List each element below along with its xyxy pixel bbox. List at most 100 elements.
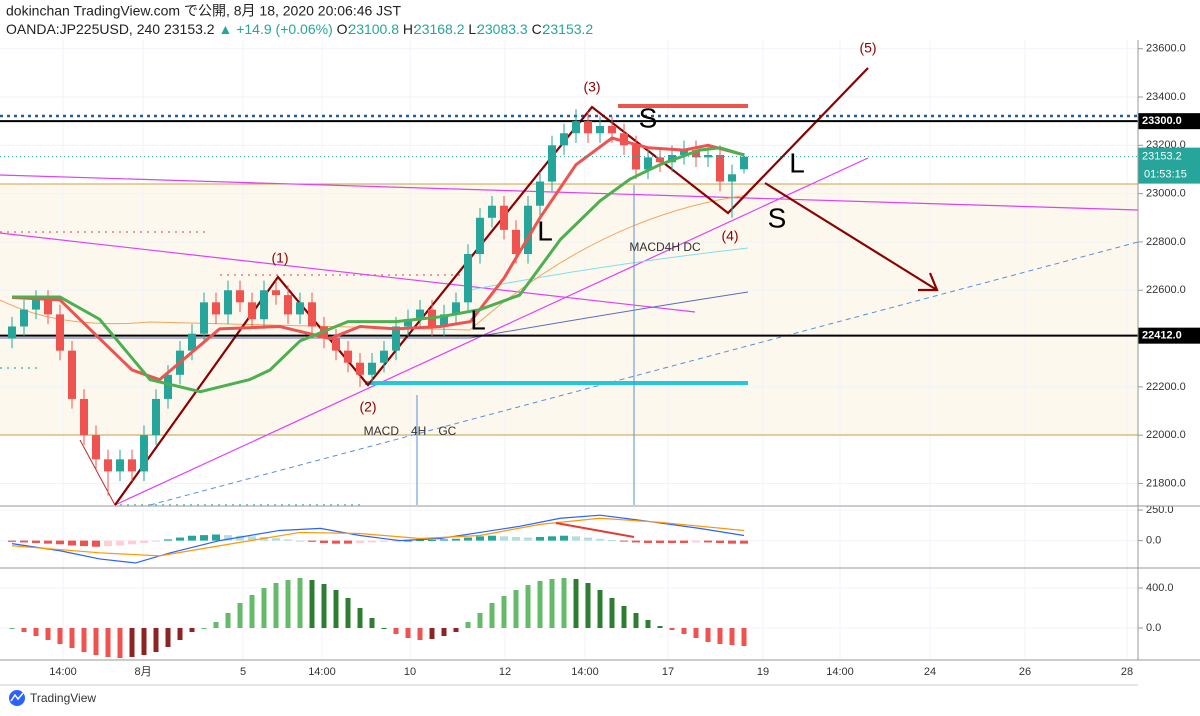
- x-tick-label: 26: [1019, 666, 1031, 678]
- oscillator-bar: [177, 628, 183, 640]
- oscillator-bar: [105, 628, 111, 657]
- h-value: 23168.2: [414, 21, 465, 37]
- x-tick-label: 19: [757, 666, 769, 678]
- macd-bar: [476, 536, 484, 541]
- last-price-bg: [1138, 147, 1200, 184]
- oscillator-bar: [465, 622, 471, 628]
- macd-bar: [8, 540, 16, 542]
- oscillator-bar: [297, 578, 303, 628]
- oscillator-bar: [189, 628, 195, 632]
- oscillator-bar: [165, 628, 171, 647]
- oscillator-bar: [453, 628, 459, 632]
- candle-body: [284, 295, 292, 315]
- candle-body: [608, 125, 616, 134]
- oscillator-bar: [345, 598, 351, 628]
- header-title: dokinchan TradingView.com で公開, 8月 18, 20…: [6, 3, 402, 19]
- candle-body: [452, 302, 460, 315]
- oscillator-bar: [609, 598, 615, 628]
- macd-bar: [128, 540, 136, 545]
- y-tick-label: 21800.0: [1146, 477, 1186, 489]
- x-tick-label: 8月: [134, 666, 151, 678]
- candle-body: [128, 459, 136, 472]
- change: +14.9 (+0.06%): [236, 21, 333, 37]
- oscillator-bar: [705, 628, 711, 642]
- ma-line: [0, 194, 749, 331]
- candle-body: [104, 459, 112, 472]
- macd-bar: [140, 540, 148, 544]
- oscillator-bar: [129, 628, 135, 657]
- candle-body: [668, 154, 676, 163]
- price-label: 23300.0: [1142, 115, 1182, 127]
- candle-body: [260, 290, 268, 320]
- oscillator-bar: [549, 579, 555, 628]
- candle-body: [296, 302, 304, 315]
- oscillator-bar: [393, 628, 399, 634]
- macd-bar: [512, 536, 520, 541]
- oscillator-bar: [249, 595, 255, 628]
- y-tick-label: 22200.0: [1146, 381, 1186, 393]
- oscillator-bar: [21, 628, 27, 632]
- macd-bar: [200, 535, 208, 541]
- macd-line: [11, 517, 745, 557]
- y-tick-label: 22600.0: [1146, 284, 1186, 296]
- y-tick-label: 22000.0: [1146, 429, 1186, 441]
- candle-body: [380, 350, 388, 363]
- candle-body: [272, 290, 280, 296]
- arrow: ▲: [218, 21, 232, 37]
- x-tick-label: 14:00: [826, 666, 854, 678]
- oscillator-bar: [273, 583, 279, 628]
- c-value: 23153.2: [543, 21, 594, 37]
- macd-bar: [296, 540, 304, 542]
- y-tick-label: 0.0: [1146, 535, 1161, 547]
- macd-bar: [80, 540, 88, 547]
- oscillator-bar: [501, 596, 507, 628]
- h-label: H:: [403, 21, 417, 37]
- candle-body: [164, 374, 172, 399]
- candle-body: [512, 229, 520, 255]
- l-label: L:: [468, 21, 480, 37]
- oscillator-bar: [729, 628, 735, 645]
- candle-body: [584, 121, 592, 134]
- macd-bar: [248, 536, 256, 541]
- macd-bar: [20, 540, 28, 543]
- candle-body: [116, 459, 124, 472]
- candle-body: [8, 326, 16, 339]
- macd-bar: [320, 540, 328, 544]
- ma-line: [469, 247, 749, 291]
- wave-label: (1): [271, 250, 288, 266]
- oscillator-bar: [597, 590, 603, 628]
- macd-bar: [92, 540, 100, 547]
- macd-line: [11, 514, 745, 564]
- macd-bar: [44, 540, 52, 544]
- macd-bar: [668, 540, 676, 544]
- oscillator-bar: [621, 606, 627, 628]
- candle-body: [560, 133, 568, 146]
- macd-bar: [176, 537, 184, 541]
- oscillator-bar: [261, 588, 267, 628]
- symbol: OANDA:JP225USD, 240: [6, 21, 160, 37]
- candle-body: [200, 302, 208, 334]
- oscillator-bar: [285, 580, 291, 628]
- oscillator-bar: [537, 581, 543, 628]
- x-tick-label: 14:00: [571, 666, 599, 678]
- header-bg: [0, 0, 1138, 40]
- macd-bar: [620, 540, 628, 542]
- macd-bar: [104, 540, 112, 547]
- oscillator-bar: [213, 622, 219, 628]
- macd-bar: [284, 539, 292, 541]
- last-price-label: 23153.2: [1142, 151, 1182, 163]
- header-quote: OANDA:JP225USD, 240 23153.2 ▲ +14.9 (+0.…: [6, 21, 593, 37]
- moving-average: [11, 136, 745, 382]
- candle-body: [716, 154, 724, 182]
- macd-bar: [596, 538, 604, 541]
- x-tick-label: 14:00: [49, 666, 77, 678]
- oscillator-bar: [741, 628, 747, 646]
- macd-bar: [572, 536, 580, 541]
- candle-body: [308, 302, 316, 327]
- macd-bar: [56, 540, 64, 545]
- countdown: 01:53:15: [1144, 169, 1187, 181]
- ma-line: [469, 291, 749, 339]
- candle-body: [464, 254, 472, 303]
